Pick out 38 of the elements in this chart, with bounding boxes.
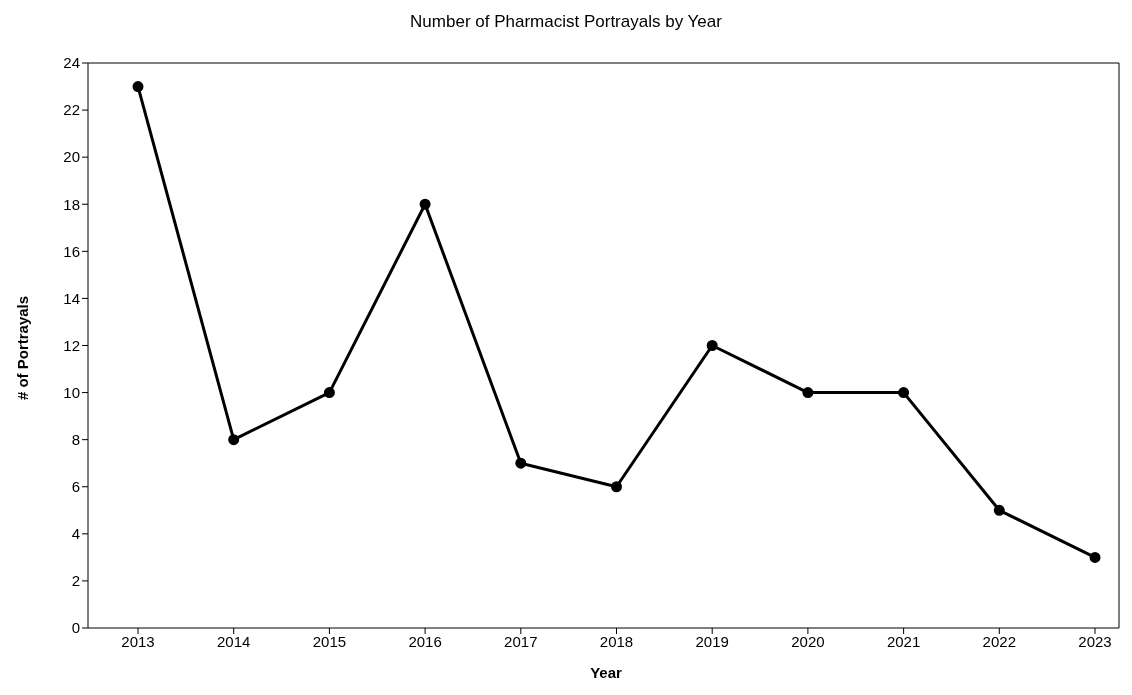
y-tick-label: 0 bbox=[71, 619, 80, 637]
x-tick-label: 2018 bbox=[599, 632, 634, 650]
point bbox=[515, 457, 527, 469]
x-tick-label: 2022 bbox=[982, 632, 1016, 650]
point bbox=[132, 81, 144, 93]
y-tick-label: 14 bbox=[63, 289, 80, 307]
point bbox=[898, 387, 910, 399]
x-tick-label: 2020 bbox=[791, 632, 825, 650]
y-axis-title: # of Portrayals bbox=[13, 295, 31, 401]
x-tick-label: 2013 bbox=[121, 632, 155, 650]
y-tick-label: 24 bbox=[63, 54, 80, 72]
point bbox=[323, 387, 335, 399]
x-tick-label: 2021 bbox=[886, 632, 921, 650]
x-tick-label: 2019 bbox=[695, 632, 729, 650]
x-tick-label: 2023 bbox=[1078, 632, 1112, 650]
y-tick-label: 16 bbox=[63, 242, 80, 260]
y-tick-label: 4 bbox=[71, 525, 80, 543]
point bbox=[802, 387, 814, 399]
x-tick-label: 2014 bbox=[217, 632, 251, 650]
point bbox=[228, 434, 240, 446]
y-tick-label: 18 bbox=[63, 195, 80, 213]
point bbox=[993, 504, 1005, 516]
y-tick-label: 10 bbox=[63, 383, 80, 401]
y-tick-label: 8 bbox=[71, 430, 80, 448]
x-tick-label: 2015 bbox=[312, 632, 347, 650]
y-tick-label: 6 bbox=[71, 478, 80, 496]
x-tick-label: 2017 bbox=[504, 632, 538, 650]
y-tick-label: 12 bbox=[63, 336, 80, 354]
point bbox=[611, 481, 622, 493]
point bbox=[1089, 551, 1101, 563]
y-tick-label: 22 bbox=[63, 101, 80, 119]
point bbox=[419, 198, 431, 210]
x-axis-title: Year bbox=[589, 664, 623, 681]
point bbox=[706, 340, 718, 351]
x-tick-label: 2016 bbox=[408, 632, 442, 650]
chart-title: Number of Pharmacist Portrayals by Year bbox=[409, 12, 723, 32]
y-tick-label: 20 bbox=[63, 148, 80, 166]
y-tick-label: 2 bbox=[71, 572, 80, 590]
